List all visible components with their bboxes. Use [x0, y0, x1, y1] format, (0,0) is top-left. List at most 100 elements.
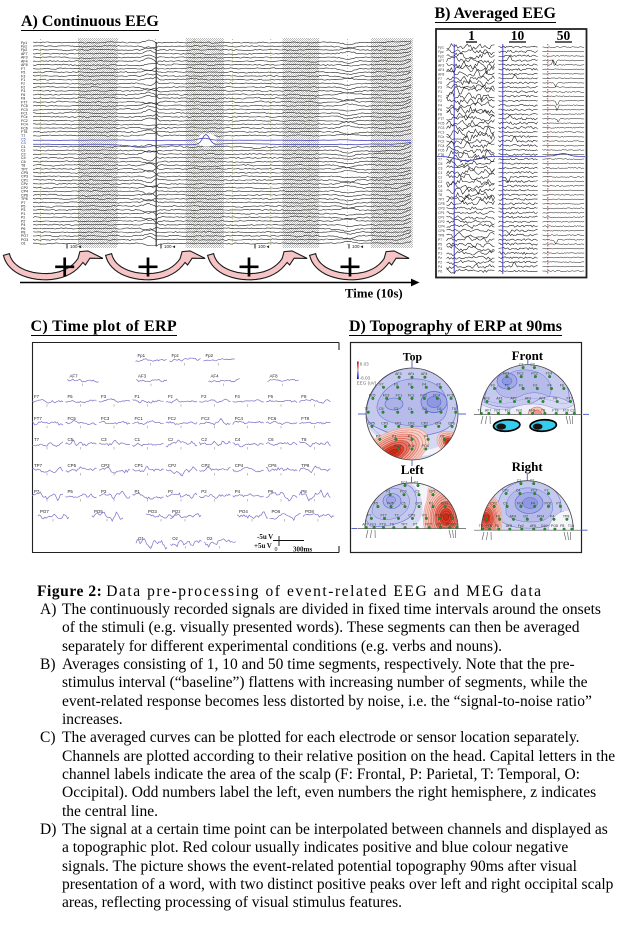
- svg-text:F1: F1: [135, 394, 141, 399]
- svg-text:Oz: Oz: [172, 536, 178, 541]
- svg-text:C1: C1: [21, 145, 26, 149]
- svg-text:P4: P4: [424, 434, 428, 438]
- svg-text:F4: F4: [235, 394, 241, 399]
- svg-text:F2: F2: [545, 489, 549, 493]
- svg-text:PO4: PO4: [239, 509, 248, 514]
- svg-text:F7: F7: [34, 394, 40, 399]
- svg-text:P8: P8: [301, 489, 307, 494]
- svg-text:AF8: AF8: [21, 63, 28, 67]
- svg-text:C2: C2: [530, 479, 535, 483]
- svg-text:P6: P6: [21, 227, 25, 231]
- svg-text:AF2: AF2: [525, 397, 531, 401]
- svg-text:C3: C3: [415, 490, 420, 494]
- svg-text:CP5: CP5: [68, 463, 77, 468]
- svg-text:TP8: TP8: [21, 197, 28, 201]
- svg-text:O3: O3: [453, 523, 458, 527]
- svg-text:0: 0: [275, 547, 278, 553]
- svg-text:CP5: CP5: [408, 513, 415, 517]
- svg-text:FC5: FC5: [438, 122, 445, 126]
- svg-text:Fp2: Fp2: [438, 54, 444, 58]
- svg-text:CP2: CP2: [21, 186, 28, 190]
- svg-text:AF4: AF4: [539, 397, 545, 401]
- svg-text:AF4: AF4: [421, 372, 427, 376]
- svg-text:F6: F6: [21, 93, 25, 97]
- svg-text:PO7: PO7: [21, 234, 28, 238]
- svg-text:FC3: FC3: [400, 490, 407, 494]
- svg-text:F3: F3: [491, 384, 495, 388]
- svg-text:AF8: AF8: [506, 524, 512, 528]
- svg-text:Fz: Fz: [438, 95, 442, 99]
- svg-text:FC5: FC5: [369, 393, 376, 397]
- svg-text:TP8: TP8: [438, 234, 444, 238]
- svg-text:CP1: CP1: [135, 463, 144, 468]
- svg-text:Fpz: Fpz: [438, 50, 444, 54]
- svg-text:T8: T8: [452, 407, 456, 411]
- svg-text:P7: P7: [438, 238, 442, 242]
- svg-text:FC3: FC3: [21, 108, 28, 112]
- svg-text:FT8: FT8: [486, 524, 492, 528]
- svg-text:C4: C4: [422, 407, 427, 411]
- svg-text:T7: T7: [477, 408, 481, 412]
- svg-text:P2: P2: [201, 489, 207, 494]
- svg-text:PO3: PO3: [148, 509, 157, 514]
- svg-text:C3: C3: [101, 437, 107, 442]
- svg-text:AF8: AF8: [270, 374, 279, 379]
- svg-text:FC2: FC2: [531, 372, 538, 376]
- svg-text:F3: F3: [438, 86, 442, 90]
- svg-text:TP8: TP8: [301, 463, 310, 468]
- svg-text:CP6: CP6: [448, 421, 455, 425]
- svg-text:F3: F3: [394, 382, 398, 386]
- svg-text:P8: P8: [560, 524, 564, 528]
- svg-text:F7: F7: [21, 67, 25, 71]
- svg-text:FC2: FC2: [21, 119, 28, 123]
- svg-text:FT7: FT7: [34, 416, 42, 421]
- svg-text:P8: P8: [440, 434, 444, 438]
- svg-text:CP1: CP1: [395, 421, 402, 425]
- svg-text:P2: P2: [438, 260, 442, 264]
- svg-text:CP2: CP2: [438, 220, 445, 224]
- svg-text:Time (10s): Time (10s): [345, 287, 403, 301]
- svg-text:O1: O1: [449, 513, 454, 517]
- svg-text:P7: P7: [34, 489, 40, 494]
- svg-text:CP6: CP6: [268, 463, 277, 468]
- svg-text:F7: F7: [438, 77, 442, 81]
- svg-text:C6: C6: [268, 437, 274, 442]
- svg-text:C4: C4: [438, 184, 442, 188]
- svg-text:Pz: Pz: [168, 489, 173, 494]
- svg-text:Cz: Cz: [21, 149, 26, 153]
- svg-text:PO6: PO6: [272, 509, 281, 514]
- svg-text:C4: C4: [235, 437, 241, 442]
- svg-text:+5u V: +5u V: [254, 542, 272, 550]
- svg-text:CP1: CP1: [21, 178, 28, 182]
- svg-text:8.03: 8.03: [360, 362, 369, 367]
- svg-text:FC1: FC1: [396, 393, 403, 397]
- svg-text:C4: C4: [21, 156, 26, 160]
- svg-text:PO8: PO8: [305, 509, 314, 514]
- svg-text:PO5: PO5: [94, 509, 103, 514]
- svg-text:50: 50: [557, 28, 571, 43]
- svg-text:C2: C2: [530, 363, 535, 367]
- svg-text:Fp2: Fp2: [21, 48, 27, 52]
- svg-text:T8: T8: [21, 164, 25, 168]
- svg-text:CP3: CP3: [415, 502, 422, 506]
- svg-text:O2: O2: [207, 536, 213, 541]
- svg-text:F4: F4: [531, 501, 535, 505]
- svg-text:Cz: Cz: [438, 175, 442, 179]
- svg-text:Fp2: Fp2: [516, 408, 522, 412]
- svg-text:FC1: FC1: [401, 481, 408, 485]
- svg-text:C6: C6: [437, 407, 442, 411]
- svg-text:Fp1: Fp1: [438, 45, 444, 49]
- svg-text:FC2: FC2: [420, 393, 427, 397]
- svg-text:FC6: FC6: [438, 148, 445, 152]
- svg-text:PO7: PO7: [425, 523, 432, 527]
- svg-text:FCz: FCz: [21, 115, 28, 119]
- svg-text:FC1: FC1: [21, 112, 28, 116]
- svg-text:FT7: FT7: [567, 397, 573, 401]
- svg-text:C6: C6: [21, 160, 26, 164]
- svg-text:AF7: AF7: [438, 59, 444, 63]
- svg-text:CP2: CP2: [201, 463, 210, 468]
- svg-text:AF7: AF7: [362, 523, 368, 527]
- svg-text:Pz: Pz: [438, 256, 442, 260]
- svg-text:FCz: FCz: [408, 393, 415, 397]
- svg-text:PO8: PO8: [551, 524, 558, 528]
